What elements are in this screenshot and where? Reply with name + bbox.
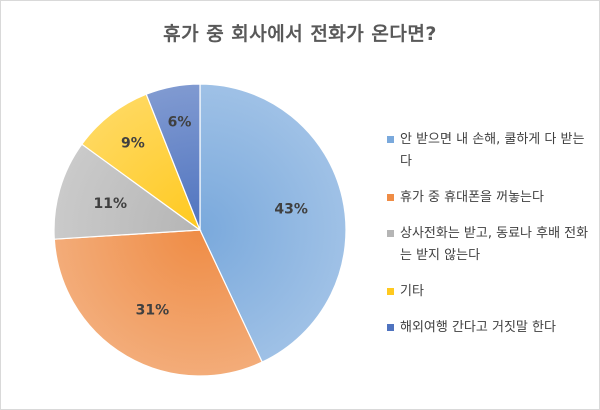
pie-slice xyxy=(81,93,202,232)
slice-value-label: 43% xyxy=(274,202,308,218)
legend: 안 받으면 내 손해, 쿨하게 다 받는다 휴가 중 휴대폰을 꺼놓는다 상사전… xyxy=(387,129,592,353)
slice-value-label: 6% xyxy=(168,114,192,130)
slice-value-label: 11% xyxy=(94,196,128,212)
legend-swatch xyxy=(387,288,394,295)
legend-item: 상사전화는 받고, 동료나 후배 전화는 받지 않는다 xyxy=(387,223,592,267)
legend-label: 해외여행 간다고 거짓말 한다 xyxy=(400,320,556,335)
legend-label: 휴가 중 휴대폰을 꺼놓는다 xyxy=(400,190,544,205)
legend-label: 기타 xyxy=(400,284,424,299)
slice-value-label: 31% xyxy=(136,302,170,318)
legend-swatch xyxy=(387,230,394,237)
legend-item: 휴가 중 휴대폰을 꺼놓는다 xyxy=(387,187,592,209)
pie-slice xyxy=(145,83,201,231)
legend-swatch xyxy=(387,324,394,331)
pie-slice xyxy=(53,143,202,240)
pie-slice xyxy=(199,83,347,363)
legend-label: 안 받으면 내 손해, 쿨하게 다 받는다 xyxy=(400,132,585,169)
legend-swatch xyxy=(387,194,394,201)
legend-label: 상사전화는 받고, 동료나 후배 전화는 받지 않는다 xyxy=(400,226,589,263)
legend-item: 해외여행 간다고 거짓말 한다 xyxy=(387,317,592,339)
chart-title: 휴가 중 회사에서 전화가 온다면? xyxy=(163,23,437,45)
legend-item: 기타 xyxy=(387,281,592,303)
legend-item: 안 받으면 내 손해, 쿨하게 다 받는다 xyxy=(387,129,592,173)
pie-slice xyxy=(53,229,263,377)
legend-swatch xyxy=(387,136,394,143)
slice-value-label: 9% xyxy=(121,135,145,151)
